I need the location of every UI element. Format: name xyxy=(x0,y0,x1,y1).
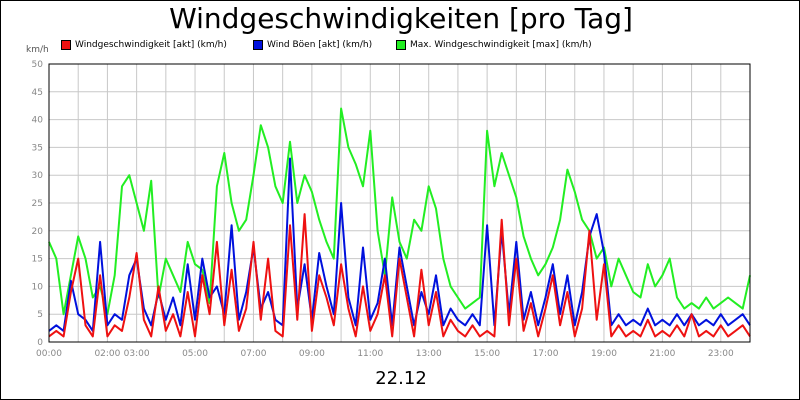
x-tick-label: 15:00 xyxy=(474,349,500,359)
y-tick-label: 45 xyxy=(32,88,43,98)
x-tick-label: 19:00 xyxy=(591,349,617,359)
series-line-speed xyxy=(48,213,751,338)
y-axis-unit-label: km/h xyxy=(26,45,49,55)
legend-label-speed: Windgeschwindigkeit [akt] (km/h) xyxy=(75,40,227,50)
y-tick-label: 5 xyxy=(37,310,43,320)
legend-swatch-max xyxy=(396,40,406,50)
x-tick-label: 21:00 xyxy=(649,349,675,359)
legend-label-max: Max. Windgeschwindigkeit [max] (km/h) xyxy=(410,40,592,50)
legend-item-max: Max. Windgeschwindigkeit [max] (km/h) xyxy=(396,40,592,50)
y-tick-label: 40 xyxy=(32,116,44,126)
x-tick-label: 11:00 xyxy=(357,349,383,359)
series-line-max xyxy=(48,107,751,316)
x-tick-label: 23:00 xyxy=(708,349,734,359)
x-tick-label: 07:00 xyxy=(240,349,266,359)
legend-swatch-gusts xyxy=(253,40,263,50)
x-tick-label: 05:00 xyxy=(182,349,208,359)
y-tick-label: 10 xyxy=(32,282,44,292)
date-label: 22.12 xyxy=(375,368,427,389)
legend-item-speed: Windgeschwindigkeit [akt] (km/h) xyxy=(61,40,227,50)
x-tick-label: 00:00 xyxy=(36,349,62,359)
y-tick-label: 15 xyxy=(32,255,43,265)
y-tick-label: 20 xyxy=(32,227,44,237)
plot-border xyxy=(48,63,751,343)
x-tick-label: 09:00 xyxy=(299,349,325,359)
y-tick-label: 30 xyxy=(32,171,44,181)
x-tick-label: 17:00 xyxy=(533,349,559,359)
chart-title: Windgeschwindigkeiten [pro Tag] xyxy=(169,2,633,35)
y-tick-label: 25 xyxy=(32,199,43,209)
x-tick-label: 02:00 xyxy=(94,349,120,359)
y-tick-label: 50 xyxy=(32,60,44,70)
x-tick-label: 13:00 xyxy=(416,349,442,359)
x-tick-label: 03:00 xyxy=(124,349,150,359)
legend-swatch-speed xyxy=(61,40,71,50)
series-line-gusts xyxy=(48,157,751,332)
y-tick-label: 0 xyxy=(37,338,43,348)
legend-item-gusts: Wind Böen [akt] (km/h) xyxy=(253,40,372,50)
y-tick-label: 35 xyxy=(32,143,43,153)
legend-label-gusts: Wind Böen [akt] (km/h) xyxy=(267,40,373,50)
